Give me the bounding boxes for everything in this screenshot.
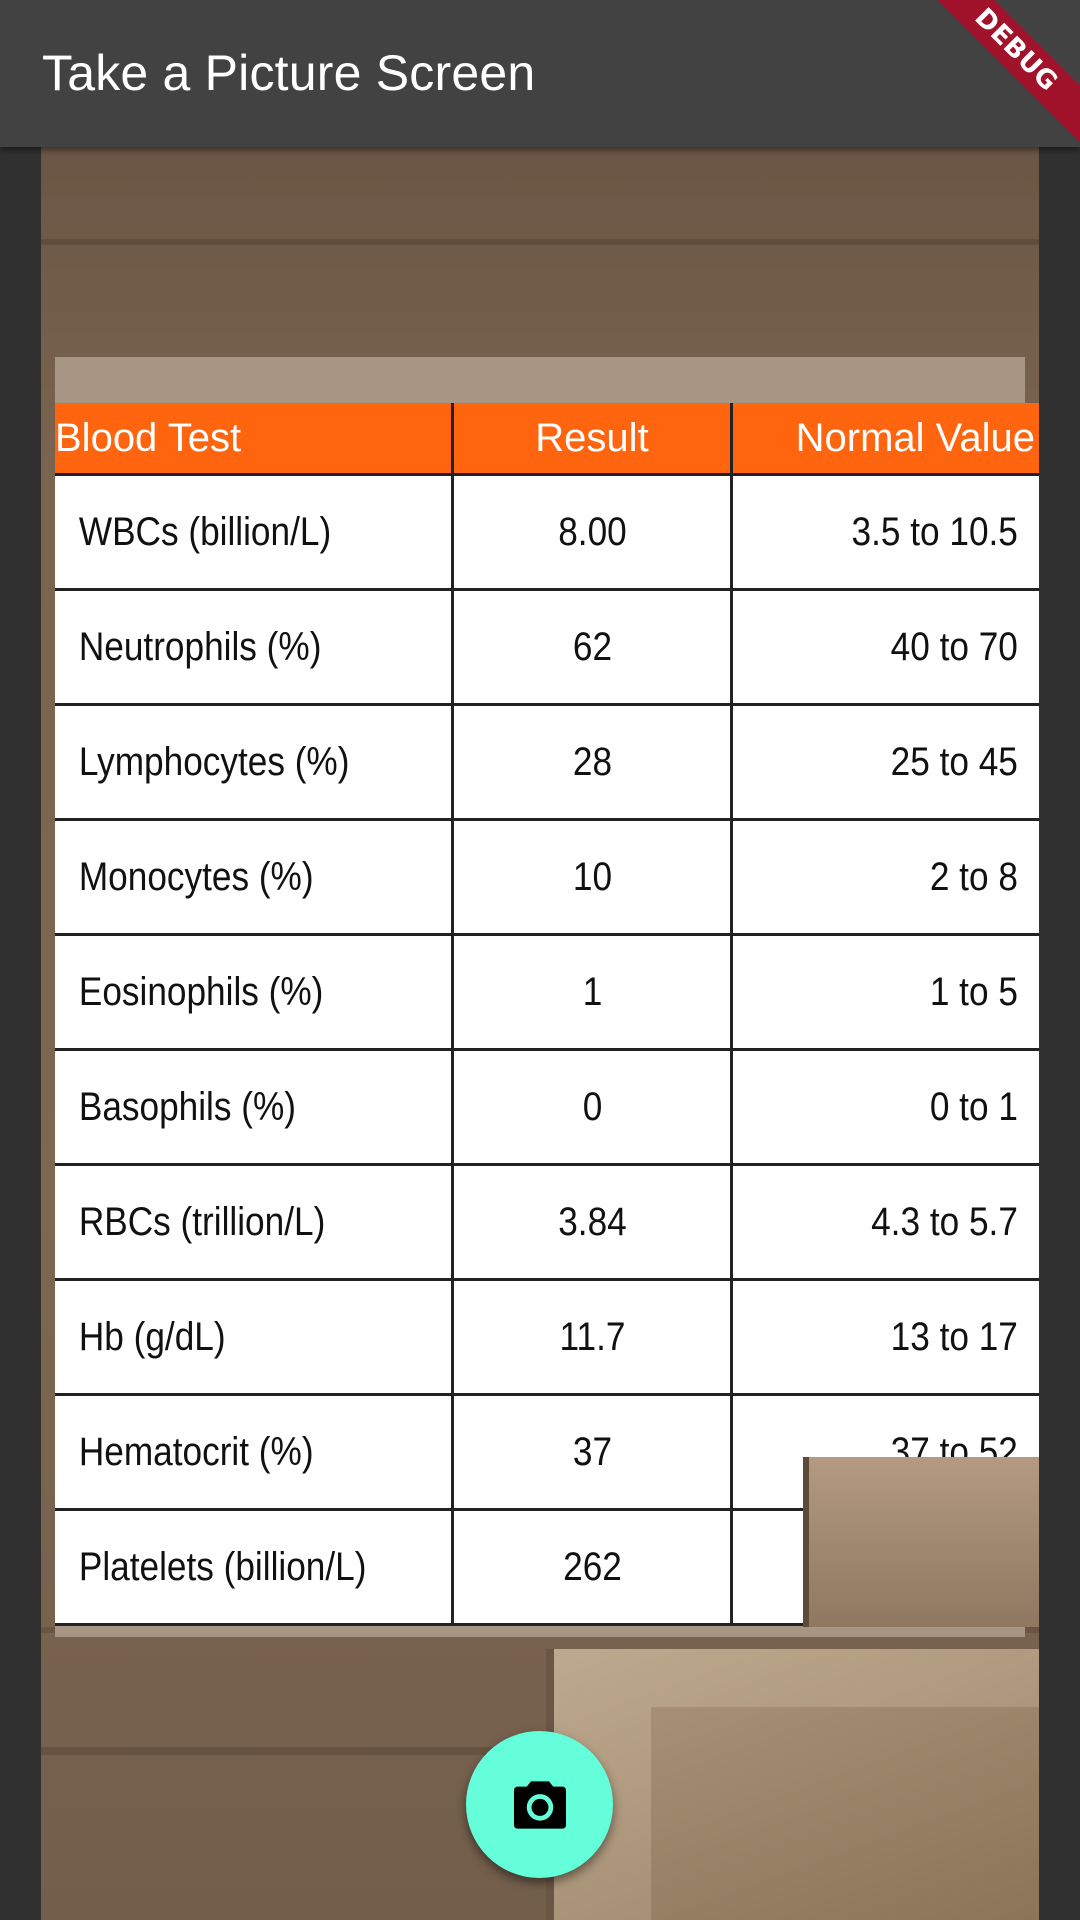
table-header-row: Blood Test Result Normal Value [55,403,1039,476]
table-row: WBCs (billion/L) 8.00 3.5 to 10.5 [55,474,1039,591]
cell-test: Hb (g/dL) [78,1279,430,1396]
cell-result: 8.00 [469,474,717,591]
cell-result: 37 [469,1394,717,1511]
table-row: Eosinophils (%) 1 1 to 5 [55,934,1039,1051]
header-normal-value: Normal Value [731,403,1039,476]
cell-normal-value: 3.5 to 10.5 [750,474,1027,591]
table-row: Hb (g/dL) 11.7 13 to 17 [55,1279,1039,1396]
cell-normal-value: 1 to 5 [750,934,1027,1051]
camera-preview: Blood Test Result Normal Value WBCs (bil… [41,147,1039,1920]
cell-result: 10 [469,819,717,936]
cell-result: 0 [469,1049,717,1166]
header-result: Result [452,403,733,476]
wall-trim [41,239,1039,245]
cardboard-box-panel [651,1707,1039,1920]
cell-test: Monocytes (%) [78,819,430,936]
cell-test: Hematocrit (%) [78,1394,430,1511]
cell-normal-value: 2 to 8 [750,819,1027,936]
table-row: Lymphocytes (%) 28 25 to 45 [55,704,1039,821]
blood-test-table: Blood Test Result Normal Value WBCs (bil… [55,403,1039,1626]
take-picture-button[interactable] [466,1731,613,1878]
camera-icon [513,1780,566,1829]
table-row: Basophils (%) 0 0 to 1 [55,1049,1039,1166]
cardboard-box-top [803,1457,1039,1627]
cell-result: 3.84 [469,1164,717,1281]
table-row: Monocytes (%) 10 2 to 8 [55,819,1039,936]
app-bar-title: Take a Picture Screen [42,45,536,101]
cell-result: 262 [469,1509,717,1626]
cell-normal-value: 25 to 45 [750,704,1027,821]
table-row: Hematocrit (%) 37 37 to 52 [55,1394,1039,1511]
cell-test: Platelets (billion/L) [78,1509,430,1626]
cell-result: 28 [469,704,717,821]
cell-test: Eosinophils (%) [78,934,430,1051]
table-row: RBCs (trillion/L) 3.84 4.3 to 5.7 [55,1164,1039,1281]
cell-test: Lymphocytes (%) [78,704,430,821]
cell-result: 11.7 [469,1279,717,1396]
table-row: Neutrophils (%) 62 40 to 70 [55,589,1039,706]
cell-result: 62 [469,589,717,706]
cell-normal-value: 13 to 17 [750,1279,1027,1396]
cell-test: WBCs (billion/L) [78,474,430,591]
cell-test: Neutrophils (%) [78,589,430,706]
cell-test: RBCs (trillion/L) [78,1164,430,1281]
cell-test: Basophils (%) [78,1049,430,1166]
cell-normal-value: 0 to 1 [750,1049,1027,1166]
header-blood-test: Blood Test [55,403,454,476]
cell-normal-value: 4.3 to 5.7 [750,1164,1027,1281]
cell-normal-value: 40 to 70 [750,589,1027,706]
cell-result: 1 [469,934,717,1051]
app-bar: Take a Picture Screen [0,0,1080,147]
